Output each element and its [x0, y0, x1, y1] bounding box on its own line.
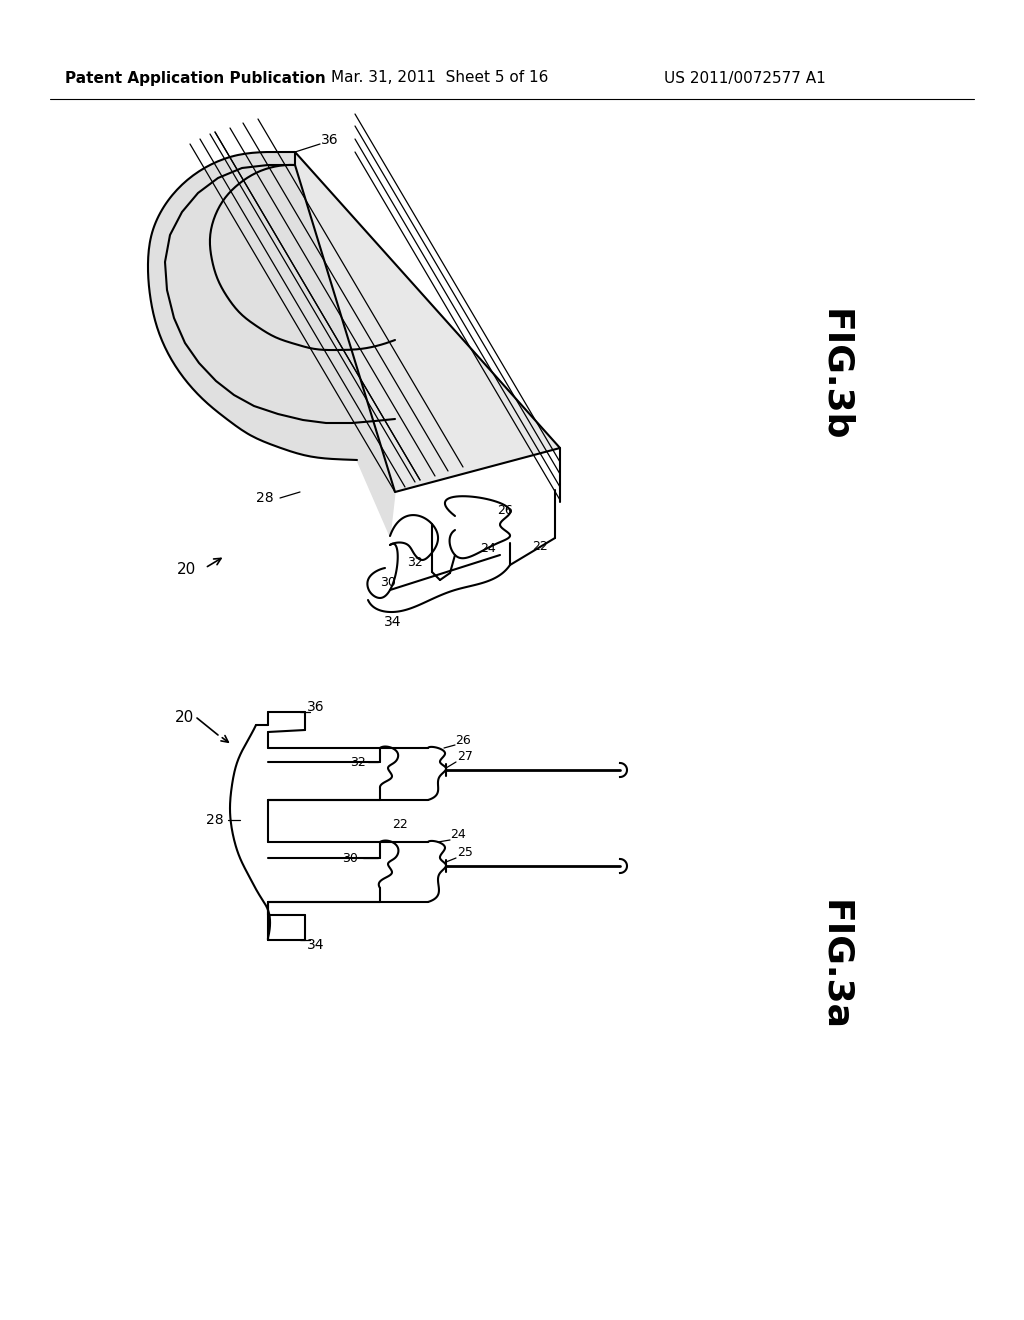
- Text: 22: 22: [392, 818, 408, 832]
- Text: 27: 27: [457, 750, 473, 763]
- Text: 28: 28: [206, 813, 224, 828]
- Text: 24: 24: [480, 541, 496, 554]
- Text: 30: 30: [342, 851, 358, 865]
- Text: 32: 32: [350, 755, 366, 768]
- Text: 34: 34: [307, 939, 325, 952]
- Text: 36: 36: [322, 133, 339, 147]
- Text: 36: 36: [307, 700, 325, 714]
- Polygon shape: [148, 152, 395, 536]
- Text: US 2011/0072577 A1: US 2011/0072577 A1: [665, 70, 826, 86]
- Text: 32: 32: [408, 557, 423, 569]
- Text: 20: 20: [175, 710, 195, 726]
- Text: 34: 34: [384, 615, 401, 630]
- Text: 25: 25: [457, 846, 473, 858]
- Text: 26: 26: [497, 503, 513, 516]
- Text: 26: 26: [455, 734, 471, 747]
- Text: 30: 30: [380, 576, 396, 589]
- Text: Patent Application Publication: Patent Application Publication: [65, 70, 326, 86]
- Text: 22: 22: [532, 540, 548, 553]
- Polygon shape: [295, 152, 560, 492]
- Text: FIG.3a: FIG.3a: [818, 899, 852, 1031]
- Text: 20: 20: [176, 562, 196, 578]
- Text: 28: 28: [256, 491, 273, 506]
- Text: 24: 24: [451, 829, 466, 842]
- Text: Mar. 31, 2011  Sheet 5 of 16: Mar. 31, 2011 Sheet 5 of 16: [332, 70, 549, 86]
- Text: FIG.3b: FIG.3b: [818, 309, 852, 441]
